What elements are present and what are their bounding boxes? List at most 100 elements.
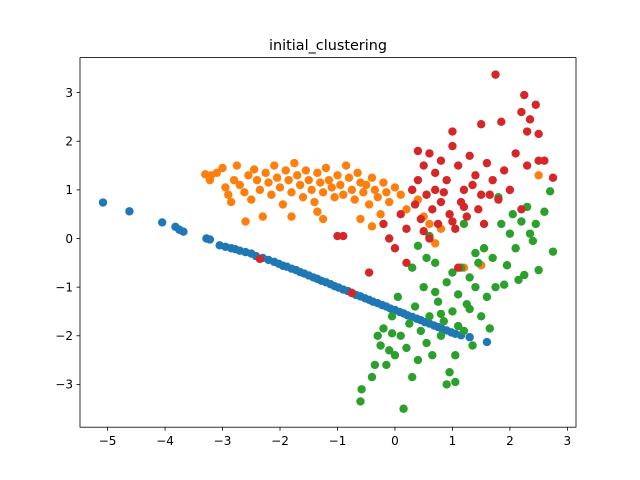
data-point: [445, 368, 454, 377]
data-point: [344, 173, 354, 182]
data-point: [471, 171, 480, 180]
data-point: [413, 355, 423, 365]
data-point: [387, 312, 397, 321]
data-point: [379, 324, 388, 333]
data-point: [390, 244, 400, 253]
data-point: [491, 282, 500, 292]
data-point: [399, 404, 408, 413]
data-point: [390, 351, 400, 360]
data-point: [324, 175, 334, 185]
data-point: [540, 207, 549, 216]
data-point: [517, 107, 526, 117]
data-point: [252, 175, 262, 185]
data-point: [448, 141, 457, 151]
data-point: [364, 268, 374, 277]
data-point: [451, 377, 460, 387]
data-point: [316, 178, 325, 187]
data-point: [373, 331, 382, 340]
data-point: [396, 209, 405, 219]
data-point: [425, 219, 434, 229]
x-axis: −5 −4 −3 −2 −1 0 1 2 3: [99, 427, 571, 448]
data-point: [310, 197, 319, 207]
data-point: [433, 297, 443, 306]
data-point: [445, 209, 454, 219]
data-point: [298, 192, 308, 202]
data-point: [413, 146, 423, 156]
data-point: [402, 205, 411, 214]
data-point: [476, 312, 486, 321]
data-point: [339, 231, 348, 241]
data-point: [318, 188, 328, 197]
chart-title: initial_clustering: [269, 38, 387, 54]
data-point: [430, 287, 440, 297]
data-point: [448, 127, 457, 136]
data-point: [224, 190, 233, 199]
data-point: [522, 161, 532, 170]
x-tick-label: 1: [449, 434, 457, 448]
data-point: [448, 217, 457, 226]
data-point: [264, 178, 273, 187]
data-point: [232, 161, 242, 170]
data-point: [520, 270, 529, 280]
scatter-points: [98, 70, 558, 413]
data-point: [540, 156, 549, 165]
x-tick-label: 2: [506, 434, 514, 448]
data-point: [488, 253, 497, 263]
data-point: [255, 185, 265, 195]
data-point: [387, 329, 397, 338]
data-point: [357, 385, 366, 394]
data-point: [436, 156, 446, 165]
data-point: [258, 212, 267, 221]
data-point: [247, 195, 256, 204]
data-point: [382, 188, 391, 197]
y-tick-label: 2: [65, 135, 73, 149]
data-point: [341, 161, 351, 170]
data-point: [313, 168, 322, 178]
x-tick-label: −5: [99, 434, 117, 448]
data-point: [474, 205, 483, 214]
data-point: [304, 175, 313, 185]
data-point: [419, 227, 428, 236]
data-point: [479, 219, 489, 229]
data-point: [290, 158, 299, 168]
data-point: [465, 151, 474, 161]
data-point: [448, 268, 457, 277]
x-tick-label: −3: [214, 434, 232, 448]
data-point: [545, 187, 555, 196]
y-tick-label: 3: [65, 86, 73, 100]
data-point: [405, 319, 414, 328]
data-point: [221, 183, 230, 192]
data-point: [313, 207, 322, 216]
data-point: [367, 222, 377, 231]
data-point: [402, 258, 411, 268]
data-point: [244, 171, 253, 180]
data-point: [379, 178, 388, 187]
data-point: [370, 185, 380, 195]
data-point: [287, 188, 296, 197]
data-point: [430, 239, 440, 248]
data-point: [255, 254, 265, 264]
data-point: [442, 175, 451, 185]
data-point: [157, 218, 167, 227]
data-point: [448, 307, 457, 316]
data-point: [229, 175, 239, 185]
data-point: [240, 188, 249, 197]
data-point: [206, 171, 216, 180]
data-point: [379, 219, 388, 229]
data-point: [356, 214, 365, 224]
y-tick-label: 0: [65, 232, 73, 246]
data-point: [433, 219, 443, 229]
x-tick-label: 0: [391, 434, 399, 448]
data-point: [453, 263, 463, 272]
data-point: [522, 127, 532, 136]
data-point: [485, 324, 494, 333]
data-point: [428, 351, 437, 360]
data-point: [471, 282, 480, 292]
data-point: [508, 209, 517, 219]
data-point: [442, 380, 451, 389]
data-point: [261, 168, 270, 178]
data-point: [205, 235, 215, 244]
data-point: [125, 207, 134, 216]
data-point: [425, 234, 434, 243]
data-point: [465, 273, 474, 282]
